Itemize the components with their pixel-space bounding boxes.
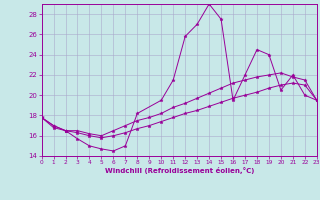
X-axis label: Windchill (Refroidissement éolien,°C): Windchill (Refroidissement éolien,°C) [105, 167, 254, 174]
